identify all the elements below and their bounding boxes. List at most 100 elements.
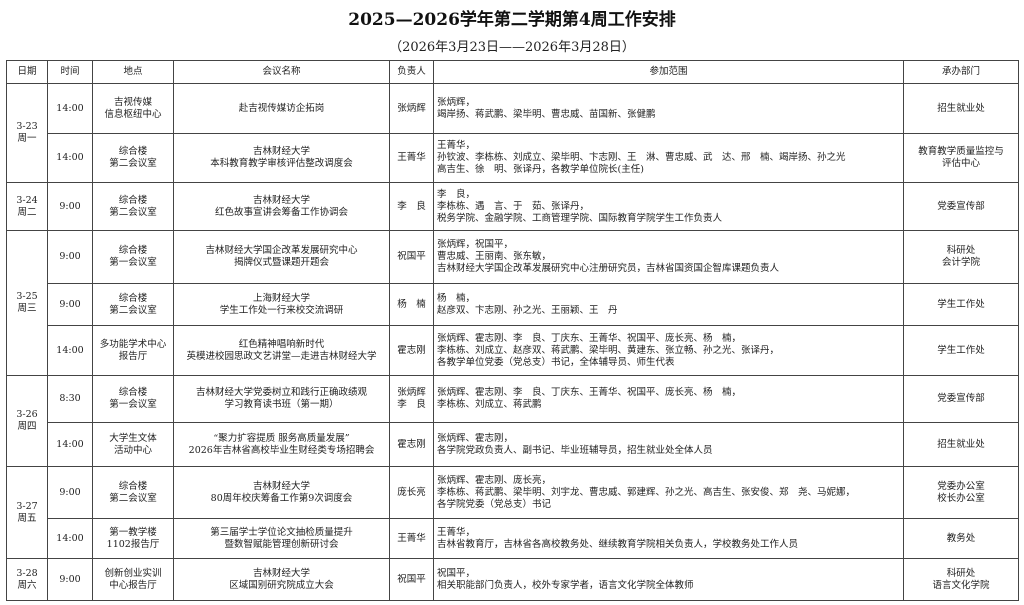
place-cell: 综合楼 第二会议室 xyxy=(92,466,174,519)
participants-cell: 张炳辉、霍志刚、李 良、丁庆东、王菁华、祝国平、庞长亮、杨 楠， 李栋栋、刘成立、… xyxy=(433,325,904,376)
page-title: 2025—2026学年第二学期第4周工作安排 xyxy=(348,10,676,30)
department-cell-line: 党委办公室 xyxy=(937,480,985,492)
meeting-name-cell-line: 吉林财经大学 xyxy=(252,194,310,206)
participants-cell-line: 各学院党委（党总支）书记 xyxy=(437,498,552,510)
department-cell: 学生工作处 xyxy=(903,325,1019,376)
department-cell: 招生就业处 xyxy=(903,83,1019,134)
time-cell: 9:00 xyxy=(47,466,93,519)
participants-cell-line: 高吉生、徐 明、张译丹，各教学单位院长(主任) xyxy=(437,164,644,175)
participants-cell-line: 祝国平， xyxy=(437,567,476,579)
department-cell-line: 学生工作处 xyxy=(937,344,985,356)
place-cell-line: 第二会议室 xyxy=(109,206,157,218)
department-cell-line: 教务处 xyxy=(946,532,976,544)
participants-cell-line: 王菁华， xyxy=(437,526,476,538)
date-cell-line: 周四 xyxy=(17,421,37,432)
date-cell-line: 周一 xyxy=(17,133,37,144)
table-row: 3-25 周三 9:00 综合楼 第一会议室 吉林财经大学国企改革发展研究中心 揭牌仪式暨课… xyxy=(6,230,1019,376)
schedule-table: 日期 时间 地点 会议名称 负责人 参加范围 承办部门 3-23 周一 14:00 吉… xyxy=(6,60,1019,601)
date-cell: 3-25 周三 xyxy=(6,230,48,376)
header-time: 时间 xyxy=(47,60,93,84)
meeting-name-cell: 第三届学士学位论文抽检质量提升 暨数智赋能管理创新研讨会 xyxy=(173,518,390,559)
lead-cell-line: 王菁华 xyxy=(397,152,426,163)
meeting-name-cell-line: 揭牌仪式暨课题开题会 xyxy=(233,257,329,268)
meeting-name-cell-line: “聚力扩容提质 服务高质量发展” xyxy=(213,432,350,444)
time-cell: 9:00 xyxy=(47,182,93,231)
lead-cell-line: 杨 楠 xyxy=(397,298,426,310)
lead-cell: 张炳辉李 良 xyxy=(389,375,434,423)
participants-cell-line: 曹忠威、王丽南、张东敏， xyxy=(437,251,552,262)
date-cell-line: 3-23 xyxy=(16,121,38,132)
meeting-name-cell-line: 吉林财经大学国企改革发展研究中心 xyxy=(205,245,358,256)
department-cell-line: 会计学院 xyxy=(941,257,980,268)
participants-cell-line: 王菁华， xyxy=(437,140,476,151)
department-cell-line: 科研处 xyxy=(946,245,976,256)
participants-cell-line: 李栋栋、蒋武鹏、梁毕明、刘宇龙、曹忠威、郭建辉、孙之光、高吉生、张安俊、郑 尧、… xyxy=(437,486,856,498)
date-cell: 3-28 周六 xyxy=(6,558,48,601)
date-cell-line: 3-25 xyxy=(16,291,38,302)
place-cell: 第一教学楼 1102报告厅 xyxy=(92,518,174,559)
time-cell: 14:00 xyxy=(47,518,93,559)
table-row: 3-28 周六 9:00 创新创业实训 中心报告厅 吉林财经大学 区域国别研究院成立大会 祝国… xyxy=(6,558,1019,601)
place-cell: 多功能学术中心 报告厅 xyxy=(92,325,174,376)
lead-cell-line: 霍志刚 xyxy=(397,438,426,450)
lead-cell-line: 庞长亮 xyxy=(397,486,426,498)
place-cell: 综合楼 第一会议室 xyxy=(92,230,174,284)
header-participants: 参加范围 xyxy=(433,60,904,84)
participants-cell-line: 吉林省教育厅，吉林省各高校教务处、继续教育学院相关负责人，学校教务处工作人员 xyxy=(437,538,799,550)
meeting-name-cell: 吉林财经大学国企改革发展研究中心 揭牌仪式暨课题开题会 xyxy=(173,230,390,284)
meeting-name-cell: 红色精神唱响新时代 英模进校园思政文艺讲堂—走进吉林财经大学 xyxy=(173,325,390,376)
time-cell: 14:00 xyxy=(47,133,93,183)
meeting-name-cell-line: 上海财经大学 xyxy=(252,292,310,304)
participants-cell: 张炳辉、霍志刚、李 良、丁庆东、王菁华、祝国平、庞长亮、杨 楠， 李栋栋、刘成立、… xyxy=(433,375,904,423)
meeting-name-cell-line: 吉林财经大学 xyxy=(252,146,310,157)
department-cell: 招生就业处 xyxy=(903,422,1019,467)
date-cell-line: 周二 xyxy=(17,206,37,218)
place-cell-line: 创新创业实训 xyxy=(104,567,162,579)
meeting-name-cell-line: 区域国别研究院成立大会 xyxy=(229,579,334,591)
lead-cell-line: 王菁华 xyxy=(397,532,426,544)
time-cell: 14:00 xyxy=(47,325,93,376)
meeting-name-cell: 上海财经大学 学生工作处一行来校交流调研 xyxy=(173,283,390,326)
table-row: 3-26 周四 8:30 综合楼 第一会议室 吉林财经大学党委树立和践行正确政绩观 学习教育… xyxy=(6,375,1019,467)
place-cell-line: 第一教学楼 xyxy=(109,526,157,538)
participants-cell-line: 李栋栋、遇 言、于 茹、张译丹， xyxy=(437,200,590,212)
header-department: 承办部门 xyxy=(903,60,1019,84)
date-range-subtitle: （2026年3月23日——2026年3月28日） xyxy=(389,40,635,55)
table-row: 14:00 大学生文体 活动中心 “聚力扩容提质 服务高质量发展” 2026年吉林省高校… xyxy=(7,422,1019,467)
department-cell-line: 党委宣传部 xyxy=(937,393,985,404)
table-row: 9:00 综合楼 第二会议室 上海财经大学 学生工作处一行来校交流调研杨 楠杨 楠， 赵彦… xyxy=(7,283,1019,326)
lead-cell-line: 张炳辉 xyxy=(397,387,426,398)
participants-cell-line: 各学院党政负责人、副书记、毕业班辅导员，招生就业处全体人员 xyxy=(437,444,713,456)
place-cell-line: 第二会议室 xyxy=(109,304,157,316)
meeting-name-cell: “聚力扩容提质 服务高质量发展” 2026年吉林省高校毕业生财经类专场招聘会 xyxy=(173,422,390,467)
time-cell: 9:00 xyxy=(47,230,93,284)
lead-cell: 祝国平 xyxy=(389,230,434,284)
place-cell-line: 第一会议室 xyxy=(109,257,157,268)
lead-cell: 张炳辉 xyxy=(389,83,434,134)
date-cell: 3-24 周二 xyxy=(6,182,48,231)
meeting-name-cell-line: 红色故事宣讲会筹备工作协调会 xyxy=(214,206,348,218)
lead-cell-line: 祝国平 xyxy=(397,251,426,262)
meeting-name-cell: 赴吉视传媒访企拓岗 xyxy=(173,83,390,134)
date-cell-line: 3-28 xyxy=(16,567,38,579)
place-cell-line: 第二会议室 xyxy=(109,158,157,169)
meeting-name-cell-line: 第三届学士学位论文抽检质量提升 xyxy=(210,526,353,538)
participants-cell-line: 张炳辉， xyxy=(437,96,476,108)
meeting-name-cell: 吉林财经大学 本科教育教学审核评估整改调度会 xyxy=(173,133,390,183)
table-row: 3-23 周一 14:00 吉视传媒 信息枢纽中心 赴吉视传媒访企拓岗 张炳辉 张炳辉， 竭岸扬… xyxy=(6,83,1019,183)
participants-cell: 张炳辉，祝国平， 曹忠威、王丽南、张东敏， 吉林财经大学国企改革发展研究中心注册研究… xyxy=(433,230,904,284)
participants-cell: 张炳辉、霍志刚， 各学院党政负责人、副书记、毕业班辅导员，招生就业处全体人员 xyxy=(433,422,904,467)
lead-cell: 王菁华 xyxy=(389,133,434,183)
date-cell-line: 3-27 xyxy=(16,500,38,512)
department-cell: 教育教学质量监控与 评估中心 xyxy=(903,133,1019,183)
department-cell: 科研处 语言文化学院 xyxy=(903,558,1019,601)
meeting-name-cell-line: 学生工作处一行来校交流调研 xyxy=(219,304,344,316)
table-header-row: 日期 时间 地点 会议名称 负责人 参加范围 承办部门 xyxy=(6,60,1019,84)
participants-cell-line: 杨 楠， xyxy=(437,292,476,304)
department-cell-line: 招生就业处 xyxy=(937,102,985,114)
department-cell-line: 招生就业处 xyxy=(937,438,985,450)
participants-cell-line: 税务学院、金融学院、工商管理学院、国际教育学院学生工作负责人 xyxy=(437,212,723,224)
place-cell-line: 大学生文体 xyxy=(109,432,157,444)
department-cell-line: 校长办公室 xyxy=(937,492,985,504)
header-date: 日期 xyxy=(6,60,48,84)
